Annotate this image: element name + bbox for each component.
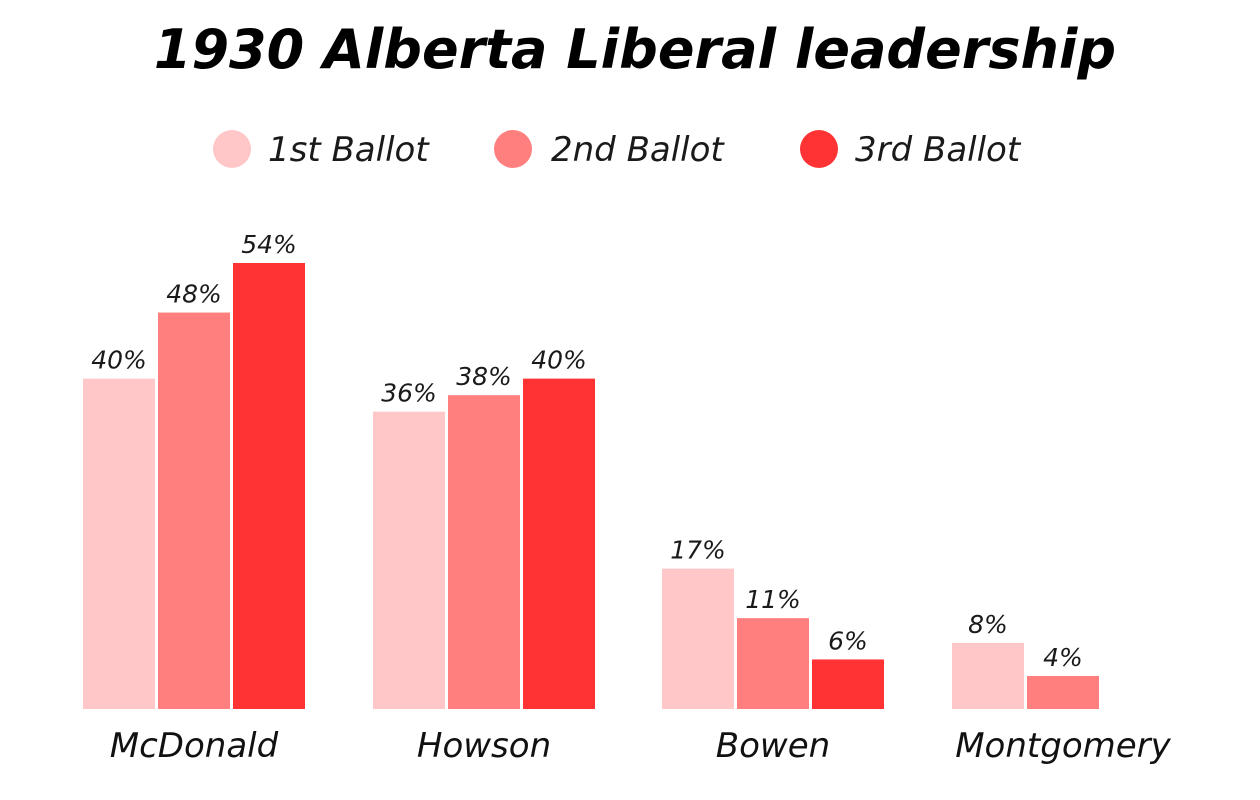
category-label-montgomery: Montgomery (955, 726, 1171, 766)
value-label-montgomery-2nd-ballot: 4% (1043, 643, 1083, 672)
bar-montgomery-1st-ballot (952, 642, 1024, 709)
value-label-montgomery-1st-ballot: 8% (968, 610, 1008, 639)
legend-swatch-1st-ballot (213, 130, 251, 168)
legend-swatch-3rd-ballot (800, 130, 838, 168)
value-label-bowen-2nd-ballot: 11% (745, 585, 801, 614)
bars-group (83, 263, 1099, 709)
value-label-bowen-3rd-ballot: 6% (828, 626, 868, 655)
bar-montgomery-2nd-ballot (1027, 675, 1099, 709)
bar-bowen-3rd-ballot (812, 659, 884, 709)
bar-howson-1st-ballot (373, 411, 445, 709)
bar-mcdonald-1st-ballot (83, 378, 155, 709)
value-label-bowen-1st-ballot: 17% (670, 536, 726, 565)
value-label-mcdonald-3rd-ballot: 54% (241, 230, 297, 259)
value-label-howson-3rd-ballot: 40% (531, 346, 587, 375)
bar-howson-2nd-ballot (448, 395, 520, 709)
legend-label-1st-ballot: 1st Ballot (268, 130, 430, 170)
legend-label-3rd-ballot: 3rd Ballot (855, 130, 1022, 170)
value-label-mcdonald-2nd-ballot: 48% (166, 280, 222, 309)
value-label-howson-2nd-ballot: 38% (456, 362, 512, 391)
bar-bowen-2nd-ballot (737, 618, 809, 709)
category-labels-group: McDonald Howson Bowen Montgomery (110, 726, 1172, 766)
legend-swatch-2nd-ballot (494, 130, 532, 168)
bar-bowen-1st-ballot (662, 568, 734, 709)
category-label-bowen: Bowen (716, 726, 830, 766)
value-label-howson-1st-ballot: 36% (381, 379, 437, 408)
value-label-mcdonald-1st-ballot: 40% (91, 346, 147, 375)
bar-mcdonald-3rd-ballot (233, 263, 305, 709)
value-labels-group: 40% 48% 54% 36% 38% 40% 17% 11% 6% 8% 4% (91, 230, 1083, 672)
chart-title: 1930 Alberta Liberal leadership (154, 18, 1116, 81)
category-label-howson: Howson (417, 726, 551, 766)
category-label-mcdonald: McDonald (110, 726, 279, 766)
bar-howson-3rd-ballot (523, 378, 595, 709)
legend-label-2nd-ballot: 2nd Ballot (551, 130, 725, 170)
legend: 1st Ballot 2nd Ballot 3rd Ballot (213, 130, 1022, 170)
bar-mcdonald-2nd-ballot (158, 312, 230, 709)
